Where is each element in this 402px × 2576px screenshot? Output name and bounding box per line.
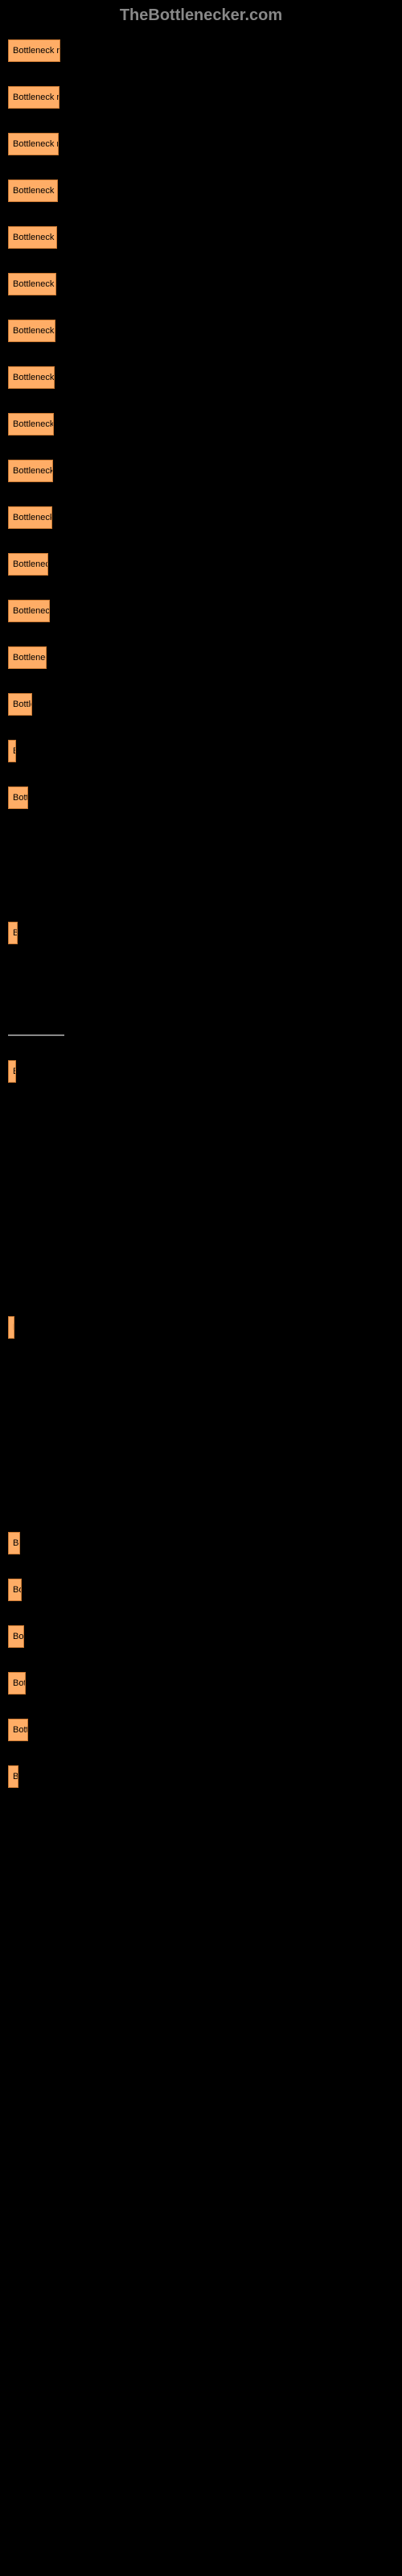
bar-label: Bottleneck r [13,606,50,616]
result-bar[interactable]: Bottleneck [8,553,48,576]
bar-label: B [13,1323,14,1332]
bar-label: Bo [13,1538,20,1548]
result-bar[interactable]: Bottleneck [8,646,47,669]
bar-row: Bottleneck re [8,413,402,436]
bar-row: Bo [8,1579,402,1601]
bar-label: Bottleneck re [13,466,53,476]
bar-row: Bottleneck resu [8,39,402,62]
result-bar[interactable]: Bo [8,922,18,944]
bar-row: Bottleneck re [8,460,402,482]
bar-row: B [8,740,402,762]
bar-row: Bo [8,1765,402,1788]
spacer [0,1363,402,1524]
bar-row: Bottleneck res [8,180,402,202]
result-bar[interactable]: B [8,1060,16,1083]
bar-label: Bottle [13,1725,28,1735]
bars-list: Bottleneck resu Bottleneck resu Bottleneck… [0,39,402,1788]
bar-row: Bo [8,922,402,944]
bar-label: Bottleneck re [13,279,56,289]
bar-row: Bottleneck res [8,226,402,249]
bar-label: Bo [13,1585,22,1595]
bar-label: Bottleneck resu [13,93,59,102]
bar-row: Bottleneck re [8,506,402,529]
bar-label: Bottleneck res [13,186,58,196]
bar-label: Bottleneck [13,559,48,569]
bar-row: B [8,1060,402,1083]
bar-label: Bottleneck res [13,233,57,242]
bar-label: Bottleneck res [13,139,59,149]
bar-label: Bottlen [13,700,32,709]
bar-row: B [8,1316,402,1339]
bar-label: Bottleneck res [13,326,55,336]
bar-row: Bo [8,1532,402,1554]
bar-label: Bottleneck re [13,419,54,429]
result-bar[interactable]: Bottleneck re [8,460,53,482]
result-bar[interactable]: Bottleneck res [8,366,55,389]
bar-row: Bott [8,1672,402,1695]
bar-row: Bottleneck resu [8,86,402,109]
result-bar[interactable]: B [8,1316,14,1339]
result-bar[interactable]: Bottleneck res [8,320,55,342]
result-bar[interactable]: Bo [8,1765,18,1788]
result-bar[interactable]: Bottleneck re [8,273,56,295]
spacer [0,833,402,914]
bar-label: Bottleneck resu [13,46,60,56]
bar-row: Bott [8,1625,402,1648]
bar-label: Bottleneck [13,653,47,663]
bar-row: Bottleneck re [8,273,402,295]
separator-underline [8,1034,64,1036]
spacer [0,968,402,1033]
bar-row: Bottle [8,1719,402,1741]
result-bar[interactable]: Bottleneck res [8,133,59,155]
bar-row: Bottleneck [8,553,402,576]
bar-row: Bottle [8,786,402,809]
result-bar[interactable]: Bottle [8,786,28,809]
result-bar[interactable]: Bottleneck res [8,180,58,202]
bar-row: Bottleneck [8,646,402,669]
spacer [0,1107,402,1308]
bar-row: Bottleneck res [8,320,402,342]
bar-row: Bottleneck res [8,366,402,389]
result-bar[interactable]: Bo [8,1579,22,1601]
bar-label: Bo [13,928,18,938]
result-bar[interactable]: Bottleneck resu [8,39,60,62]
result-bar[interactable]: B [8,740,16,762]
bar-row: Bottleneck r [8,600,402,622]
result-bar[interactable]: Bottle [8,1719,28,1741]
bar-label: Bo [13,1772,18,1781]
bar-row: Bottlen [8,693,402,716]
bar-label: B [13,1067,16,1076]
result-bar[interactable]: Bo [8,1532,20,1554]
result-bar[interactable]: Bottleneck re [8,506,52,529]
result-bar[interactable]: Bott [8,1625,24,1648]
bar-label: Bottle [13,793,28,803]
site-header: TheBottlenecker.com [0,0,402,31]
bar-row: Bottleneck res [8,133,402,155]
result-bar[interactable]: Bottleneck r [8,600,50,622]
result-bar[interactable]: Bottleneck resu [8,86,59,109]
result-bar[interactable]: Bottlen [8,693,32,716]
bar-label: Bottleneck res [13,373,55,382]
bar-label: Bott [13,1632,24,1641]
bar-label: Bottleneck re [13,513,52,522]
bar-label: B [13,746,16,756]
result-bar[interactable]: Bott [8,1672,26,1695]
result-bar[interactable]: Bottleneck re [8,413,54,436]
bar-label: Bott [13,1678,26,1688]
result-bar[interactable]: Bottleneck res [8,226,57,249]
